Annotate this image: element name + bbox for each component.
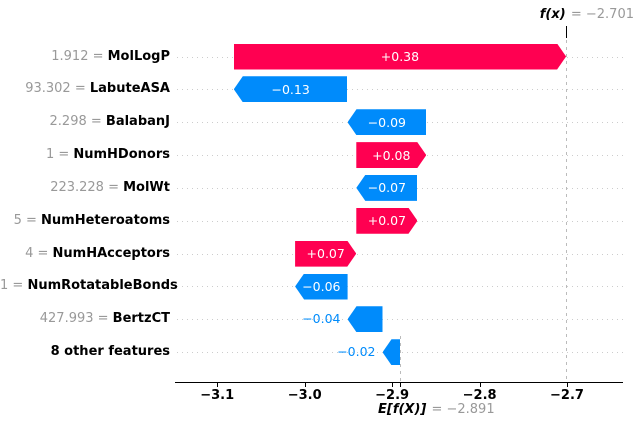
- row-guideline: [177, 319, 623, 321]
- feature-value-text: 427.993 =: [39, 311, 113, 327]
- feature-label: 1 = NumRotatableBonds: [0, 276, 178, 296]
- shap-bar: [295, 241, 356, 267]
- feature-name-text: LabuteASA: [89, 81, 170, 97]
- shap-bar: [356, 208, 417, 234]
- bar-value-label: +0.07: [367, 213, 407, 229]
- feature-label: 4 = NumHAcceptors: [0, 244, 170, 264]
- x-tick: [217, 382, 219, 387]
- bar-value-label: −0.06: [302, 279, 341, 294]
- bar-value-label: −0.04: [302, 311, 341, 327]
- feature-value-text: 93.302 =: [25, 81, 90, 97]
- shap-bar: [356, 174, 418, 201]
- feature-name-text: MolLogP: [107, 48, 170, 64]
- x-tick: [392, 382, 394, 387]
- feature-value-text: 1.912 =: [51, 48, 108, 64]
- feature-label: 8 other features: [0, 342, 170, 362]
- shap-bar: [295, 273, 348, 300]
- feature-label: 93.302 = LabuteASA: [0, 79, 170, 99]
- feature-name-text: NumHDonors: [73, 147, 170, 163]
- bar-value-label: +0.38: [380, 49, 420, 64]
- x-tick-label: −2.8: [462, 388, 497, 403]
- feature-label: 223.228 = MolWt: [0, 178, 170, 198]
- feature-value-text: 5 =: [13, 212, 42, 228]
- ef-annotation: E[f(X)] = −2.891: [378, 402, 495, 417]
- x-tick-label: −3.1: [200, 388, 235, 403]
- feature-name-text: NumHAcceptors: [52, 245, 170, 261]
- x-tick-label: −3.0: [287, 388, 322, 403]
- feature-value-text: 4 =: [25, 245, 53, 261]
- shap-bar: [356, 142, 426, 168]
- ef-value: = −2.891: [427, 402, 495, 417]
- row-guideline: [177, 286, 623, 288]
- bar-value-label: −0.09: [367, 114, 406, 130]
- x-axis-line: [175, 382, 623, 383]
- shap-bar: [347, 109, 427, 136]
- ef-label: E[f(X)]: [378, 402, 427, 417]
- fx-annotation: f(x) = −2.701: [540, 7, 634, 22]
- feature-name-text: BertzCT: [112, 311, 170, 327]
- feature-name-text: BalabanJ: [105, 114, 170, 130]
- bar-value-label: −0.13: [271, 81, 310, 97]
- feature-label: 5 = NumHeteroatoms: [0, 211, 170, 231]
- bar-value-label: −0.02: [337, 344, 376, 360]
- feature-label: 1 = NumHDonors: [0, 145, 170, 165]
- bar-value-label: +0.08: [372, 147, 411, 163]
- shap-bar: [234, 44, 566, 70]
- shap-bar: [382, 339, 400, 366]
- feature-name-text: 8 other features: [50, 344, 170, 360]
- x-tick: [304, 382, 306, 387]
- x-tick: [567, 382, 568, 387]
- fx-dashed-line: [566, 40, 568, 382]
- row-guideline: [177, 89, 623, 91]
- feature-value-text: 2.298 =: [49, 114, 106, 130]
- shap-bar: [233, 76, 348, 103]
- x-tick: [479, 382, 481, 387]
- feature-label: 427.993 = BertzCT: [0, 309, 170, 329]
- row-guideline: [177, 253, 623, 255]
- feature-value-text: 1 =: [45, 147, 74, 163]
- bar-value-label: +0.07: [306, 246, 345, 262]
- shap-bar: [347, 306, 383, 333]
- feature-label: 2.298 = BalabanJ: [0, 112, 170, 132]
- feature-name-text: MolWt: [123, 179, 170, 195]
- fx-tick: [566, 26, 568, 38]
- ef-dashed-line: [400, 336, 401, 382]
- feature-label: 1.912 = MolLogP: [0, 47, 170, 67]
- ef-tick: [400, 382, 401, 387]
- feature-value-text: 223.228 =: [50, 179, 124, 195]
- fx-label: f(x): [539, 7, 566, 22]
- feature-value-text: 1 =: [0, 278, 28, 294]
- feature-name-text: NumHeteroatoms: [41, 212, 170, 228]
- fx-value: = −2.701: [566, 7, 634, 22]
- x-tick-label: −2.7: [550, 388, 584, 403]
- bar-value-label: −0.07: [367, 180, 407, 196]
- x-tick-label: −2.9: [375, 388, 410, 403]
- feature-name-text: NumRotatableBonds: [27, 278, 178, 294]
